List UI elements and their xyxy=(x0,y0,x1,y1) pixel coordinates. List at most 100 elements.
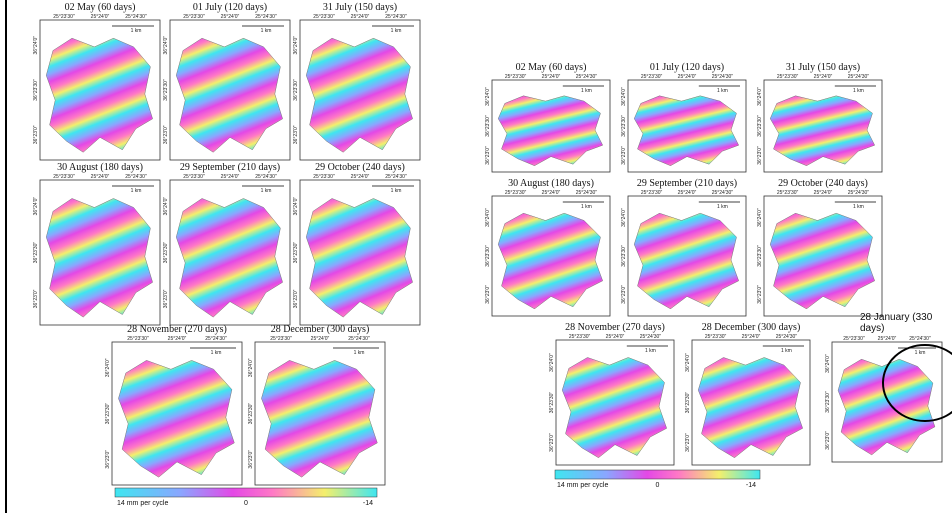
figure: 02 May (60 days)25°23'30"25°24'0"25°24'3… xyxy=(0,0,952,513)
lon-label: 25°24'0" xyxy=(311,336,330,342)
lat-label: 36°24'0" xyxy=(293,197,299,216)
lon-label: 25°24'30" xyxy=(712,190,734,196)
lat-label: 36°24'0" xyxy=(485,87,491,106)
lon-label: 25°24'30" xyxy=(255,14,277,20)
scale-label: 1 km xyxy=(581,88,592,94)
lat-label: 36°23'30" xyxy=(33,242,39,264)
lat-label: 36°24'0" xyxy=(105,358,111,377)
panel-title: 31 July (150 days) xyxy=(786,62,860,73)
lat-label: 36°23'0" xyxy=(549,433,555,452)
lat-label: 36°23'30" xyxy=(163,79,169,101)
lon-label: 25°24'0" xyxy=(814,74,833,80)
lat-label: 36°24'0" xyxy=(248,358,254,377)
lat-label: 36°24'0" xyxy=(163,36,169,55)
lat-label: 36°23'0" xyxy=(105,450,111,469)
scale-label: 1 km xyxy=(211,350,222,356)
lat-label: 36°23'30" xyxy=(293,242,299,264)
lat-label: 36°23'30" xyxy=(549,392,555,414)
lon-label: 25°24'30" xyxy=(848,190,870,196)
colorbar-label: 0 xyxy=(656,482,660,489)
panel-title: 29 October (240 days) xyxy=(778,178,868,189)
lon-label: 25°23'30" xyxy=(127,336,149,342)
panel-title: 29 October (240 days) xyxy=(315,162,405,173)
lat-label: 36°23'0" xyxy=(685,433,691,452)
lon-label: 25°24'30" xyxy=(576,74,598,80)
panel-title: 30 August (180 days) xyxy=(508,178,594,189)
lat-label: 36°24'0" xyxy=(757,87,763,106)
colorbar xyxy=(555,470,760,479)
lat-label: 36°24'0" xyxy=(33,36,39,55)
scale-label: 1 km xyxy=(717,88,728,94)
lat-label: 36°24'0" xyxy=(685,353,691,372)
scale-label: 1 km xyxy=(853,88,864,94)
colorbar xyxy=(115,488,377,497)
lon-label: 25°24'0" xyxy=(91,14,110,20)
lat-label: 36°23'30" xyxy=(685,392,691,414)
lat-label: 36°23'0" xyxy=(485,285,491,304)
lat-label: 36°23'30" xyxy=(825,391,831,413)
lon-label: 25°23'30" xyxy=(53,174,75,180)
scale-label: 1 km xyxy=(131,28,142,34)
lon-label: 25°24'30" xyxy=(640,334,662,340)
panel-title: 28 November (270 days) xyxy=(565,322,665,333)
lat-label: 36°23'30" xyxy=(163,242,169,264)
lon-label: 25°24'0" xyxy=(351,174,370,180)
lat-label: 36°23'0" xyxy=(33,125,39,144)
scale-label: 1 km xyxy=(261,28,272,34)
lon-label: 25°24'0" xyxy=(542,190,561,196)
panel-title: 02 May (60 days) xyxy=(65,2,136,13)
lat-label: 36°23'0" xyxy=(163,289,169,308)
lon-label: 25°24'30" xyxy=(125,174,147,180)
panel-title: 01 July (120 days) xyxy=(193,2,267,13)
lon-label: 25°23'30" xyxy=(183,174,205,180)
scale-label: 1 km xyxy=(781,348,792,354)
lat-label: 36°23'30" xyxy=(33,79,39,101)
lat-label: 36°23'30" xyxy=(485,115,491,137)
lon-label: 25°24'0" xyxy=(91,174,110,180)
lon-label: 25°23'30" xyxy=(270,336,292,342)
lat-label: 36°23'0" xyxy=(248,450,254,469)
colorbar-label: -14 xyxy=(363,500,373,507)
lon-label: 25°23'30" xyxy=(705,334,727,340)
panel-title: 31 July (150 days) xyxy=(323,2,397,13)
lat-label: 36°23'0" xyxy=(757,146,763,165)
lon-label: 25°24'0" xyxy=(351,14,370,20)
lon-label: 25°24'30" xyxy=(385,174,407,180)
lon-label: 25°23'30" xyxy=(313,14,335,20)
scale-label: 1 km xyxy=(391,188,402,194)
lon-label: 25°23'30" xyxy=(505,190,527,196)
panel-title: 29 September (210 days) xyxy=(180,162,280,173)
lat-label: 36°23'30" xyxy=(757,245,763,267)
scale-label: 1 km xyxy=(645,348,656,354)
lon-label: 25°23'30" xyxy=(183,14,205,20)
lon-label: 25°23'30" xyxy=(505,74,527,80)
lon-label: 25°24'0" xyxy=(878,336,897,342)
lat-label: 36°23'30" xyxy=(757,115,763,137)
panel-title: 02 May (60 days) xyxy=(516,62,587,73)
scale-label: 1 km xyxy=(915,350,926,356)
scale-label: 1 km xyxy=(853,204,864,210)
panel-title: 30 August (180 days) xyxy=(57,162,143,173)
lat-label: 36°24'0" xyxy=(621,208,627,227)
lon-label: 25°24'30" xyxy=(576,190,598,196)
lat-label: 36°24'0" xyxy=(33,197,39,216)
colorbar-label: -14 xyxy=(746,482,756,489)
colorbar-label: 0 xyxy=(244,500,248,507)
panel-title: 29 September (210 days) xyxy=(637,178,737,189)
lat-label: 36°23'0" xyxy=(485,146,491,165)
lon-label: 25°24'30" xyxy=(848,74,870,80)
colorbar-label: 14 mm per cycle xyxy=(557,482,608,489)
lat-label: 36°23'30" xyxy=(621,115,627,137)
lat-label: 36°24'0" xyxy=(757,208,763,227)
lon-label: 25°23'30" xyxy=(777,74,799,80)
panel-title: 01 July (120 days) xyxy=(650,62,724,73)
lon-label: 25°23'30" xyxy=(641,190,663,196)
lon-label: 25°24'30" xyxy=(125,14,147,20)
lon-label: 25°24'30" xyxy=(909,336,931,342)
lat-label: 36°23'30" xyxy=(248,403,254,425)
lon-label: 25°24'0" xyxy=(221,174,240,180)
title-line: days) xyxy=(860,323,884,334)
lon-label: 25°24'30" xyxy=(348,336,370,342)
lon-label: 25°24'0" xyxy=(814,190,833,196)
